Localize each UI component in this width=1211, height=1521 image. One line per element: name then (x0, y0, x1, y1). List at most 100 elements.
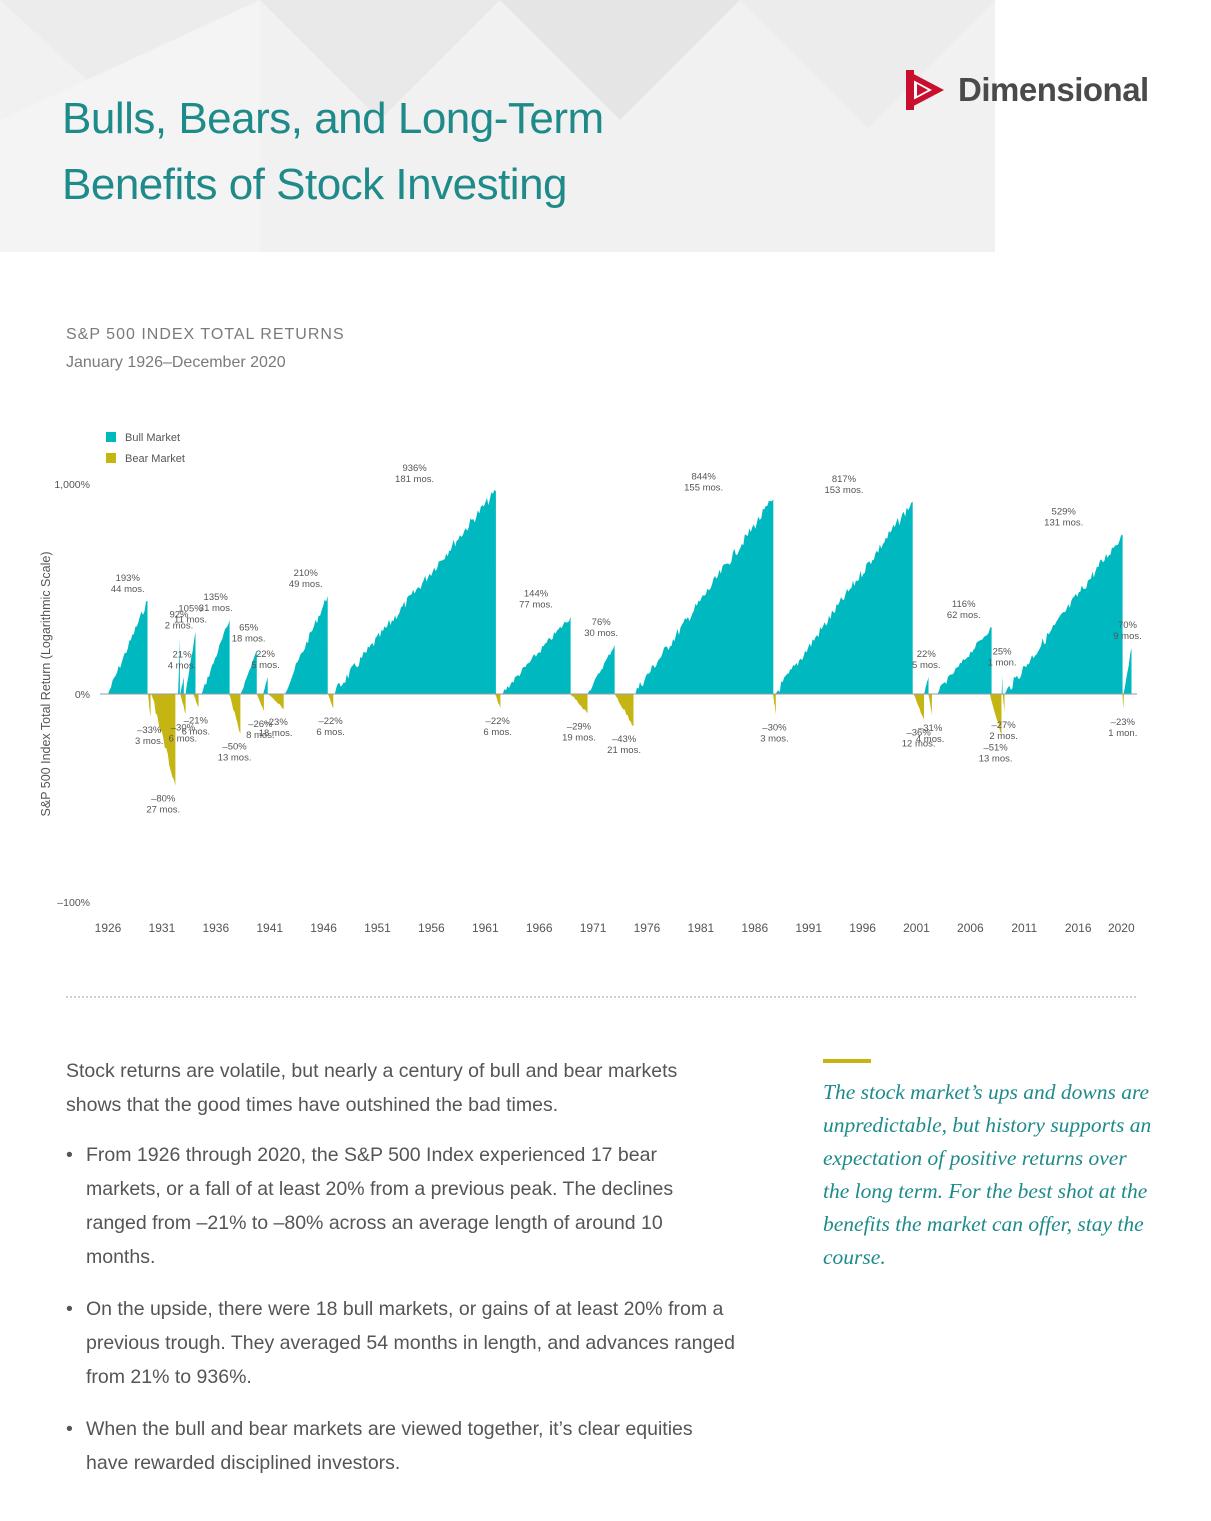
bear-return-label: –21% (184, 715, 209, 726)
bull-duration-label: 5 mos. (912, 660, 941, 671)
bear-duration-label: 6 mos. (316, 727, 345, 738)
bull-duration-label: 2 mos. (165, 620, 194, 631)
bullet-list: From 1926 through 2020, the S&P 500 Inde… (66, 1138, 736, 1480)
chart-title: S&P 500 INDEX TOTAL RETURNS (66, 326, 345, 343)
bear-market-area (228, 694, 241, 734)
bullet-item-3: When the bull and bear markets are viewe… (66, 1412, 736, 1480)
x-tick-label: 2020 (1108, 921, 1135, 935)
bear-duration-label: 12 mos. (902, 738, 936, 749)
bear-return-label: –30% (171, 722, 196, 733)
bull-return-label: 22% (256, 649, 276, 660)
bull-market-area (501, 616, 571, 694)
bear-market-area (773, 694, 776, 715)
header-background (0, 0, 1211, 260)
chart-legend: Bull Market Bear Market (106, 432, 185, 465)
x-tick-label: 1941 (256, 921, 283, 935)
bear-market-area (151, 694, 176, 786)
bull-duration-label: 49 mos. (289, 579, 323, 590)
bull-return-label: 844% (692, 471, 717, 482)
bear-duration-label: 6 mos. (182, 726, 211, 737)
bull-return-label: 210% (294, 568, 319, 579)
x-tick-label: 1961 (472, 921, 499, 935)
bull-duration-label: 155 mos. (684, 482, 723, 493)
bear-duration-label: 1 mon. (1108, 728, 1137, 739)
y-tick-label: –100% (57, 897, 90, 909)
dimensional-logo-icon (906, 70, 944, 110)
bull-duration-label: 44 mos. (111, 584, 145, 595)
x-tick-label: 2006 (957, 921, 984, 935)
bull-return-label: 193% (116, 573, 141, 584)
bear-return-label: –23% (1111, 717, 1136, 728)
bullet-item-2: On the upside, there were 18 bull market… (66, 1292, 736, 1394)
legend-swatch (106, 453, 116, 463)
bear-return-label: –22% (318, 716, 343, 727)
title-line-2: Benefits of Stock Investing (62, 160, 568, 209)
bear-return-label: –50% (222, 741, 247, 752)
bull-return-label: 92% (169, 609, 189, 620)
bear-market-area (570, 694, 588, 714)
bear-duration-label: 8 mos. (246, 730, 275, 741)
section-divider (66, 996, 1136, 998)
bull-market-area (178, 637, 180, 694)
bull-market-area (775, 501, 913, 694)
bear-duration-label: 2 mos. (989, 731, 1018, 742)
bear-duration-label: 18 mos. (259, 728, 293, 739)
x-tick-label: 1931 (149, 921, 176, 935)
bear-return-label: –27% (991, 720, 1016, 731)
bull-duration-label: 77 mos. (519, 600, 553, 611)
bear-duration-label: 13 mos. (218, 752, 252, 763)
bear-return-label: –43% (612, 734, 637, 745)
bear-return-label: –80% (151, 794, 176, 805)
bear-market-area (193, 694, 199, 708)
bear-duration-label: 6 mos. (483, 727, 512, 738)
bear-duration-label: 13 mos. (979, 754, 1013, 765)
bear-market-area (614, 694, 634, 726)
bull-duration-label: 131 mos. (1044, 517, 1083, 528)
x-tick-label: 1996 (849, 921, 876, 935)
legend-label: Bear Market (125, 453, 185, 465)
bull-duration-label: 153 mos. (824, 485, 863, 496)
chart-subtitle: January 1926–December 2020 (66, 354, 286, 371)
bull-duration-label: 181 mos. (395, 474, 434, 485)
title-line-1: Bulls, Bears, and Long-Term (62, 94, 604, 143)
bullet-item-1: From 1926 through 2020, the S&P 500 Inde… (66, 1138, 736, 1274)
bull-duration-label: 11 mos. (174, 615, 207, 626)
sp500-chart: Bull Market Bear Market 1,000% 0% –100% S&P … (39, 432, 1142, 935)
dimensional-logo: Dimensional (900, 66, 1149, 114)
x-tick-label: 1966 (526, 921, 553, 935)
bull-return-label: 25% (993, 647, 1013, 658)
bull-market-area (1123, 648, 1132, 694)
bear-return-label: –36% (906, 727, 931, 738)
bear-duration-label: 27 mos. (146, 805, 180, 816)
bull-duration-label: 4 mos. (168, 660, 197, 671)
x-tick-label: 1926 (95, 921, 122, 935)
x-tick-label: 2011 (1011, 921, 1037, 935)
quote-accent-bar (823, 1059, 871, 1063)
bull-return-label: 70% (1118, 620, 1138, 631)
bull-duration-label: 31 mos. (199, 603, 233, 614)
chart-axes: 1,000% 0% –100% S&P 500 Index Total Return … (39, 479, 1137, 935)
bear-return-label: –29% (567, 721, 592, 732)
bear-return-label: –33% (137, 725, 162, 736)
bull-duration-label: 62 mos. (947, 610, 981, 621)
chart-labels: 193%44 mos.92%2 mos.21%4 mos.105%11 mos.… (111, 463, 1142, 815)
intro-paragraph: Stock returns are volatile, but nearly a… (66, 1060, 678, 1116)
bull-return-label: 135% (204, 592, 229, 603)
x-tick-label: 1981 (688, 921, 715, 935)
bull-return-label: 21% (173, 649, 193, 660)
x-tick-label: 2001 (903, 921, 930, 935)
bull-market-area (108, 600, 148, 694)
bull-market-area (935, 627, 992, 694)
bull-return-label: 105% (178, 604, 203, 615)
bull-duration-label: 9 mos. (1113, 631, 1142, 642)
bull-market-area (263, 676, 268, 694)
bear-market-area (494, 694, 501, 709)
x-tick-label: 2016 (1065, 921, 1092, 935)
bear-return-label: –30% (762, 722, 787, 733)
bull-market-area (201, 619, 230, 694)
bear-market-area (913, 694, 925, 720)
bear-duration-label: 6 mos. (169, 733, 198, 744)
bear-duration-label: 4 mos. (916, 734, 945, 745)
bear-return-label: –23% (263, 717, 288, 728)
bull-market-area (1001, 674, 1003, 694)
